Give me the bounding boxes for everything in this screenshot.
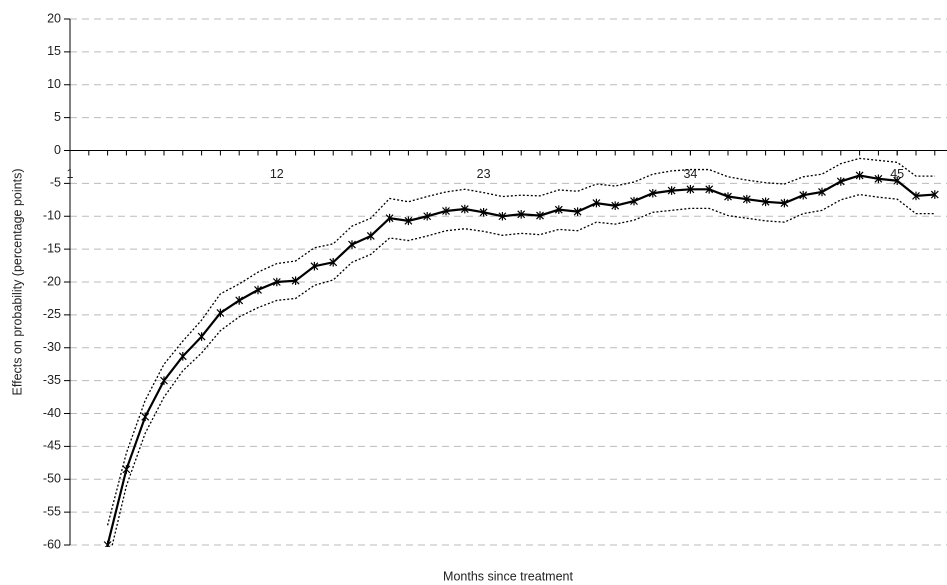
marker xyxy=(836,177,845,186)
marker xyxy=(742,194,751,204)
x-tick-label: 34 xyxy=(683,167,697,181)
marker xyxy=(460,204,469,214)
marker xyxy=(554,205,563,214)
marker xyxy=(517,209,526,219)
confidence-band xyxy=(111,193,935,547)
y-tick-label: 20 xyxy=(47,11,61,25)
marker xyxy=(103,540,112,547)
y-tick-label: -5 xyxy=(50,176,61,190)
marker xyxy=(912,191,920,201)
y-tick-label: -45 xyxy=(43,439,61,453)
marker xyxy=(592,198,601,208)
marker xyxy=(930,190,939,199)
marker xyxy=(272,277,281,287)
marker xyxy=(705,184,714,194)
marker xyxy=(178,351,187,361)
marker xyxy=(235,296,244,305)
x-tick-label: 1 xyxy=(67,167,74,181)
marker xyxy=(874,174,883,184)
plot-area xyxy=(103,157,939,547)
y-tick-label: -10 xyxy=(43,209,61,223)
marker xyxy=(348,240,356,249)
y-tick-label: 5 xyxy=(54,110,61,124)
marker xyxy=(160,376,168,385)
marker xyxy=(648,188,657,198)
marker xyxy=(573,207,582,216)
marker xyxy=(404,216,413,226)
y-tick-label: -15 xyxy=(43,241,61,255)
marker xyxy=(385,213,394,223)
y-tick-label: -20 xyxy=(43,274,61,288)
marker xyxy=(197,332,206,341)
marker xyxy=(855,171,864,180)
x-tick-label: 12 xyxy=(270,167,284,181)
marker xyxy=(724,192,732,201)
confidence-band xyxy=(106,157,935,526)
marker xyxy=(818,187,826,197)
marker xyxy=(423,211,432,221)
y-tick-label: -25 xyxy=(43,307,61,321)
marker xyxy=(442,206,450,216)
marker xyxy=(310,261,319,271)
marker xyxy=(761,197,770,207)
marker xyxy=(291,276,300,285)
marker xyxy=(479,208,488,217)
estimate-line xyxy=(106,174,935,546)
marker xyxy=(799,190,808,200)
y-tick-label: -55 xyxy=(43,504,61,518)
marker xyxy=(254,285,262,295)
marker xyxy=(611,201,620,211)
marker xyxy=(329,257,338,267)
marker xyxy=(667,186,676,195)
y-tick-label: 15 xyxy=(47,44,61,58)
y-tick-label: -50 xyxy=(43,472,61,486)
x-tick-label: 23 xyxy=(477,167,491,181)
y-tick-label: -30 xyxy=(43,340,61,354)
y-tick-label: 0 xyxy=(54,143,61,157)
y-tick-label: -40 xyxy=(43,406,61,420)
y-tick-label: -60 xyxy=(43,537,61,551)
marker xyxy=(141,412,150,422)
y-tick-label: 10 xyxy=(47,77,61,91)
marker xyxy=(216,308,225,318)
marker xyxy=(536,211,544,220)
marker xyxy=(498,211,507,221)
marker xyxy=(686,184,695,194)
y-axis-title: Effects on probability (percentage point… xyxy=(10,169,24,396)
marker xyxy=(893,176,902,186)
x-axis-title: Months since treatment xyxy=(443,569,573,583)
y-tick-label: -35 xyxy=(43,373,61,387)
marker xyxy=(630,196,638,206)
marker xyxy=(366,231,375,241)
marker xyxy=(780,198,789,208)
marker xyxy=(122,465,131,474)
